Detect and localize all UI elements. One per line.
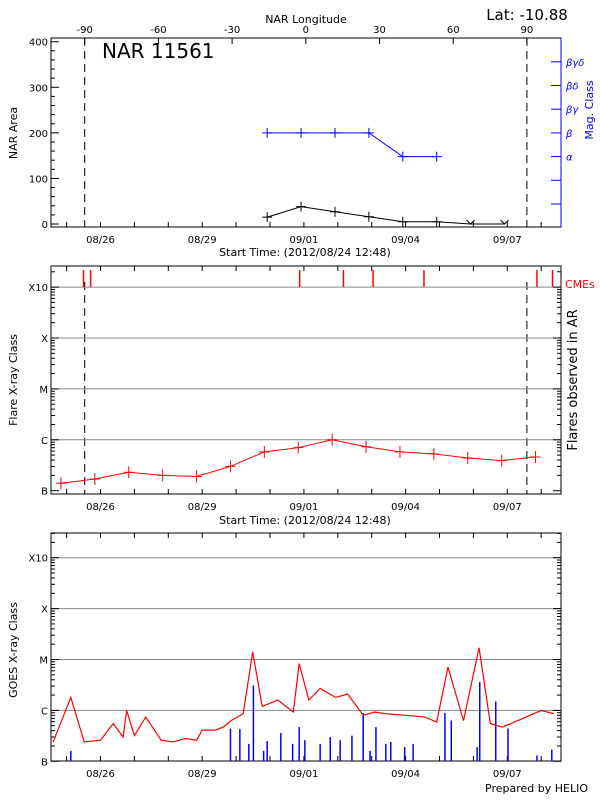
- flare-point: [55, 477, 66, 490]
- area-point: [431, 216, 442, 227]
- x-tick-label: 08/26: [86, 502, 115, 513]
- nar-y-label: NAR Area: [7, 107, 20, 159]
- y-tick-label: C: [41, 706, 48, 717]
- y-tick-label: M: [39, 656, 48, 667]
- area-point: [296, 201, 307, 212]
- region-name: NAR 11561: [102, 39, 215, 63]
- x-tick-label: 08/26: [86, 235, 115, 246]
- area-point: [500, 219, 509, 225]
- x-tick-label: 08/29: [188, 769, 217, 780]
- goes-long-line: [52, 647, 555, 743]
- flare-point: [361, 440, 372, 453]
- y-tick-label: 0: [42, 220, 48, 231]
- mag-point: [329, 127, 340, 138]
- mag-tick-label: α: [566, 153, 573, 164]
- mag-point: [363, 127, 374, 138]
- mag-point: [397, 151, 408, 162]
- top-axis-label: NAR Longitude: [265, 13, 347, 26]
- mag-point: [262, 127, 273, 138]
- mag-line: [267, 132, 437, 158]
- flare-point: [327, 433, 338, 446]
- x-tick-label: 09/04: [391, 769, 420, 780]
- lon-tick-label: -60: [150, 25, 166, 36]
- x-tick-label: 09/07: [493, 235, 522, 246]
- flare-point: [191, 470, 202, 483]
- mag-class-label: Mag. Class: [583, 80, 596, 139]
- x-tick-label: 09/07: [493, 502, 522, 513]
- flare-point: [259, 445, 270, 458]
- x-tick-label: 09/01: [289, 769, 318, 780]
- y-tick-label: B: [41, 487, 48, 498]
- y-tick-label: X10: [28, 283, 48, 294]
- mag-point: [431, 151, 442, 162]
- area-point: [363, 211, 374, 222]
- x-tick-label: 08/29: [188, 235, 217, 246]
- credit: Prepared by HELIO: [485, 782, 588, 795]
- flare-x-label: Start Time: (2012/08/24 12:48): [219, 514, 391, 527]
- mag-tick-label: βγδ: [565, 58, 584, 69]
- area-point: [262, 212, 273, 223]
- flare-point: [496, 454, 507, 467]
- lon-tick-label: 30: [373, 25, 386, 36]
- lon-tick-label: 0: [303, 25, 309, 36]
- y-tick-label: 400: [29, 38, 48, 49]
- y-tick-label: X10: [28, 554, 48, 565]
- y-tick-label: B: [41, 757, 48, 768]
- area-point: [329, 206, 340, 217]
- area-point: [466, 219, 475, 225]
- lon-tick-label: 90: [521, 25, 534, 36]
- y-tick-label: M: [39, 385, 48, 396]
- x-tick-label: 09/01: [289, 235, 318, 246]
- mag-tick-label: βγ: [565, 105, 579, 116]
- flare-point: [428, 447, 439, 460]
- y-tick-label: 300: [29, 83, 48, 94]
- y-tick-label: C: [41, 436, 48, 447]
- x-tick-label: 08/26: [86, 769, 115, 780]
- x-tick-label: 09/01: [289, 502, 318, 513]
- panel-frame-1: [50, 265, 562, 495]
- nar-x-label: Start Time: (2012/08/24 12:48): [219, 246, 391, 259]
- goes-y-label: GOES X-ray Class: [7, 602, 20, 698]
- area-line: [267, 206, 505, 225]
- latitude-label: Lat: -10.88: [486, 6, 568, 24]
- area-point: [397, 216, 408, 227]
- flare-point: [530, 450, 541, 463]
- y-tick-label: X: [41, 605, 48, 616]
- mag-tick-label: βδ: [565, 82, 579, 93]
- y-tick-label: 100: [29, 174, 48, 185]
- flare-point: [225, 460, 236, 473]
- x-tick-label: 09/07: [493, 769, 522, 780]
- mag-point: [296, 127, 307, 138]
- panel-frame-2: [50, 532, 562, 762]
- cme-label: CMEs: [565, 278, 595, 291]
- lon-tick-label: -30: [224, 25, 240, 36]
- y-tick-label: 200: [29, 129, 48, 140]
- y-tick-label: X: [41, 334, 48, 345]
- flare-point: [394, 445, 405, 458]
- flare-point: [462, 451, 473, 464]
- flare-point: [293, 441, 304, 454]
- flare-y-label: Flare X-ray Class: [7, 334, 20, 426]
- x-tick-label: 09/04: [391, 502, 420, 513]
- x-tick-label: 09/04: [391, 235, 420, 246]
- flare-point: [89, 472, 100, 485]
- lon-tick-label: -90: [77, 25, 93, 36]
- lon-tick-label: 60: [447, 25, 460, 36]
- flare-point: [157, 469, 168, 482]
- mag-tick-label: β: [565, 129, 573, 140]
- x-tick-label: 08/29: [188, 502, 217, 513]
- flare-point: [123, 466, 134, 479]
- flare-right-label: Flares observed in AR: [566, 309, 581, 450]
